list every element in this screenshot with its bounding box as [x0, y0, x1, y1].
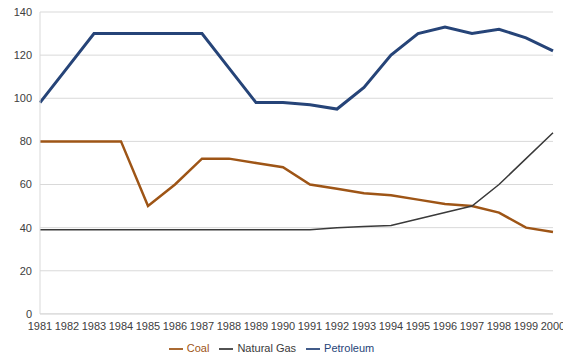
svg-text:2000: 2000: [541, 320, 555, 332]
svg-text:1981: 1981: [28, 320, 52, 332]
svg-text:1996: 1996: [433, 320, 457, 332]
svg-text:100: 100: [14, 92, 32, 104]
svg-text:1991: 1991: [298, 320, 322, 332]
svg-text:1983: 1983: [82, 320, 106, 332]
svg-text:120: 120: [14, 49, 32, 61]
svg-text:1992: 1992: [325, 320, 349, 332]
svg-text:1997: 1997: [460, 320, 484, 332]
html-text:Petroleum: Petroleum: [324, 341, 375, 354]
svg-text:1995: 1995: [406, 320, 430, 332]
svg-text:80: 80: [20, 135, 32, 147]
html-text:Coal: Coal: [186, 341, 210, 354]
svg-text:1994: 1994: [379, 320, 403, 332]
svg-text:140: 140: [14, 6, 32, 18]
svg-text:1989: 1989: [244, 320, 268, 332]
svg-text:1999: 1999: [514, 320, 538, 332]
svg-text:0: 0: [26, 308, 32, 320]
svg-text:60: 60: [20, 178, 32, 190]
svg-text:1998: 1998: [487, 320, 511, 332]
svg-text:1988: 1988: [217, 320, 241, 332]
svg-text:1986: 1986: [163, 320, 187, 332]
svg-text:1982: 1982: [55, 320, 79, 332]
html-text:Natural Gas: Natural Gas: [237, 341, 297, 354]
svg-text:1985: 1985: [136, 320, 160, 332]
svg-text:1984: 1984: [109, 320, 133, 332]
svg-text:1987: 1987: [190, 320, 214, 332]
svg-text:1993: 1993: [352, 320, 376, 332]
svg-text:1990: 1990: [271, 320, 295, 332]
svg-text:40: 40: [20, 222, 32, 234]
svg-text:20: 20: [20, 265, 32, 277]
